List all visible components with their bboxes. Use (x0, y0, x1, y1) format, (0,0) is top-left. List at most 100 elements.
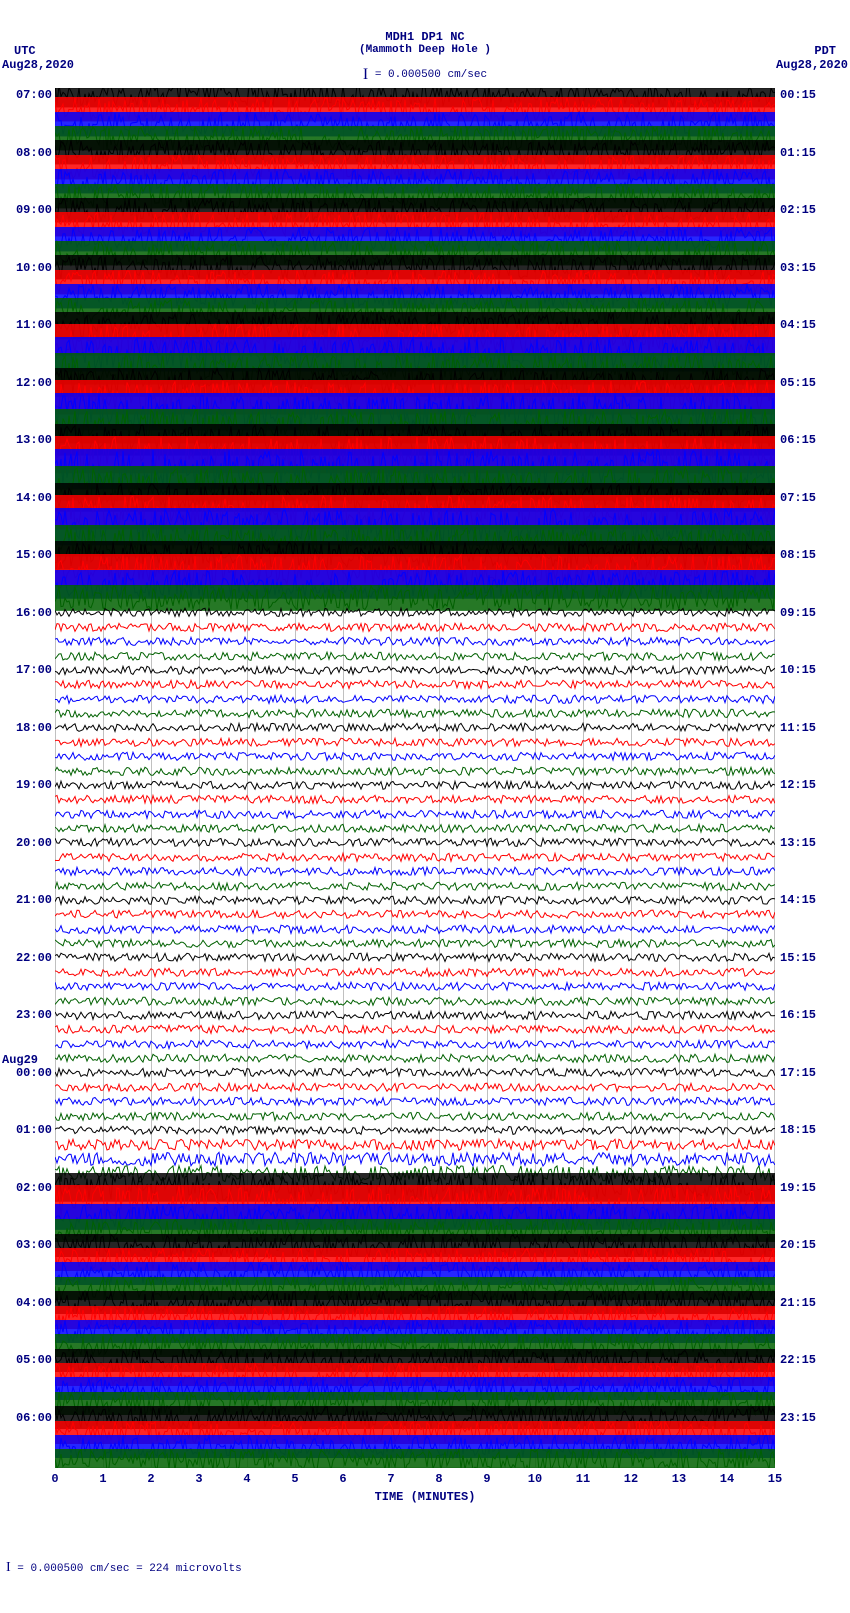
pdt-hour-label: 08:15 (780, 548, 816, 562)
seismogram-trace (55, 1097, 775, 1106)
seismogram-trace (55, 882, 775, 891)
pdt-hour-label: 03:15 (780, 261, 816, 275)
seismogram-trace (55, 925, 775, 934)
seismogram-trace (55, 896, 775, 905)
utc-hour-label: 23:00 (10, 1008, 52, 1022)
utc-hour-label: 18:00 (10, 721, 52, 735)
seismogram-trace (55, 1083, 775, 1092)
utc-hour-label: 21:00 (10, 893, 52, 907)
seismogram-trace (55, 1054, 775, 1063)
x-tick-label: 1 (99, 1472, 106, 1486)
seismogram-trace (55, 824, 775, 833)
seismogram-plot (55, 88, 775, 1468)
pdt-hour-label: 11:15 (780, 721, 816, 735)
utc-hour-label: 03:00 (10, 1238, 52, 1252)
footer-scale-text: = 0.000500 cm/sec = 224 microvolts (17, 1563, 241, 1575)
x-tick-label: 14 (720, 1472, 734, 1486)
scale-bar-icon: I (363, 66, 368, 83)
seismogram-trace (55, 867, 775, 876)
utc-hour-label: 11:00 (10, 318, 52, 332)
seismogram-trace (55, 838, 775, 847)
pdt-hour-label: 00:15 (780, 88, 816, 102)
seismogram-trace (55, 1112, 775, 1121)
x-tick-label: 0 (51, 1472, 58, 1486)
utc-hour-label: 08:00 (10, 146, 52, 160)
pdt-hour-label: 19:15 (780, 1181, 816, 1195)
x-tick-label: 3 (195, 1472, 202, 1486)
seismogram-trace (55, 1139, 775, 1151)
seismogram-trace (55, 1040, 775, 1049)
utc-hour-label: 13:00 (10, 433, 52, 447)
x-tick-label: 4 (243, 1472, 250, 1486)
pdt-hour-label: 07:15 (780, 491, 816, 505)
date-left-label: Aug28,2020 (2, 58, 74, 72)
utc-date-label: Aug29 (2, 1053, 52, 1067)
utc-hour-label: 05:00 (10, 1353, 52, 1367)
x-tick-label: 2 (147, 1472, 154, 1486)
seismogram-trace (55, 853, 775, 862)
utc-hour-label: 15:00 (10, 548, 52, 562)
utc-hour-label: 04:00 (10, 1296, 52, 1310)
pdt-hour-label: 18:15 (780, 1123, 816, 1137)
pdt-hour-label: 13:15 (780, 836, 816, 850)
pdt-hour-label: 09:15 (780, 606, 816, 620)
x-tick-label: 6 (339, 1472, 346, 1486)
pdt-hour-label: 01:15 (780, 146, 816, 160)
seismogram-trace (55, 623, 775, 632)
title-line2: (Mammoth Deep Hole ) (0, 44, 850, 56)
pdt-hour-label: 23:15 (780, 1411, 816, 1425)
seismogram-trace (55, 585, 775, 611)
seismogram-trace (55, 1011, 775, 1020)
pdt-hour-label: 21:15 (780, 1296, 816, 1310)
utc-hour-label: 02:00 (10, 1181, 52, 1195)
x-tick-label: 11 (576, 1472, 590, 1486)
seismogram-trace (55, 695, 775, 704)
tz-left-label: UTC (14, 44, 36, 58)
footer-scale: I = 0.000500 cm/sec = 224 microvolts (6, 1560, 242, 1576)
utc-hour-label: 19:00 (10, 778, 52, 792)
footer-bar-icon: I (6, 1560, 11, 1575)
seismogram-trace (55, 752, 775, 761)
title-line1: MDH1 DP1 NC (0, 30, 850, 44)
seismogram-trace (55, 652, 775, 661)
seismogram-trace (55, 795, 775, 804)
utc-hour-label: 06:00 (10, 1411, 52, 1425)
seismogram-page: MDH1 DP1 NC (Mammoth Deep Hole ) I = 0.0… (0, 0, 850, 1613)
seismogram-trace (55, 968, 775, 977)
pdt-hour-label: 12:15 (780, 778, 816, 792)
seismogram-trace (55, 939, 775, 948)
seismogram-trace (55, 1126, 775, 1135)
tz-right-label: PDT (814, 44, 836, 58)
seismogram-trace (55, 910, 775, 919)
seismogram-trace (55, 767, 775, 776)
pdt-hour-label: 05:15 (780, 376, 816, 390)
pdt-hour-label: 02:15 (780, 203, 816, 217)
x-tick-label: 9 (483, 1472, 490, 1486)
seismogram-trace (55, 982, 775, 991)
pdt-hour-label: 04:15 (780, 318, 816, 332)
utc-hour-label: 09:00 (10, 203, 52, 217)
utc-hour-label: 00:00 (10, 1066, 52, 1080)
seismogram-trace (55, 810, 775, 819)
x-tick-label: 13 (672, 1472, 686, 1486)
x-tick-label: 7 (387, 1472, 394, 1486)
seismogram-trace (55, 1025, 775, 1034)
pdt-hour-label: 16:15 (780, 1008, 816, 1022)
seismogram-trace (55, 709, 775, 718)
utc-hour-label: 10:00 (10, 261, 52, 275)
seismogram-trace (55, 666, 775, 675)
utc-hour-label: 01:00 (10, 1123, 52, 1137)
seismogram-trace (55, 997, 775, 1006)
date-right-label: Aug28,2020 (776, 58, 848, 72)
x-tick-label: 8 (435, 1472, 442, 1486)
seismogram-trace (55, 608, 775, 617)
seismogram-trace (55, 1449, 775, 1468)
seismogram-trace (55, 723, 775, 732)
seismogram-trace (55, 738, 775, 747)
utc-hour-label: 20:00 (10, 836, 52, 850)
pdt-hour-label: 10:15 (780, 663, 816, 677)
pdt-hour-label: 22:15 (780, 1353, 816, 1367)
pdt-hour-label: 20:15 (780, 1238, 816, 1252)
x-tick-label: 5 (291, 1472, 298, 1486)
pdt-hour-label: 15:15 (780, 951, 816, 965)
